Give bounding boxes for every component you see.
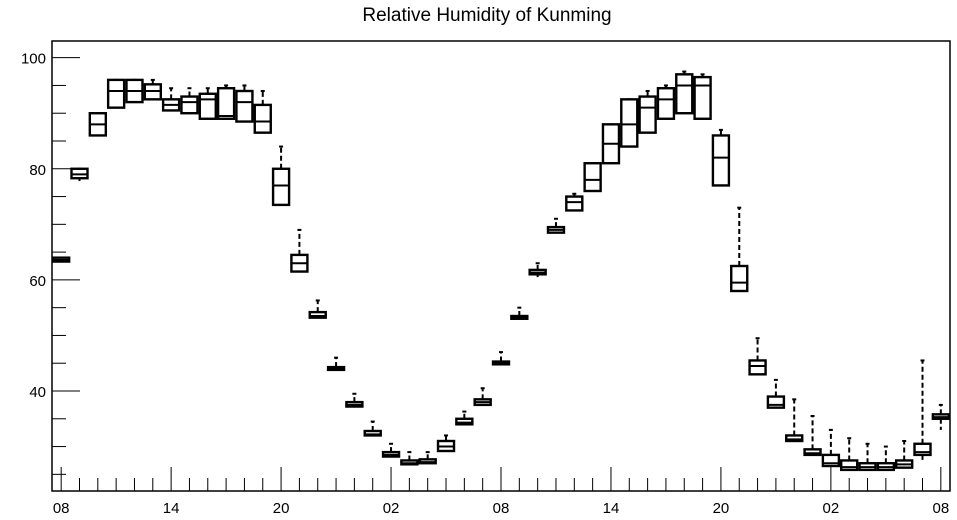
box-body: [180, 95, 199, 115]
box-item: [253, 90, 272, 134]
box-item: [198, 87, 217, 120]
box-item: [858, 442, 877, 472]
box-item: [766, 378, 786, 409]
box-body: [235, 89, 254, 123]
box-item: [931, 403, 951, 430]
box-item: [620, 98, 639, 148]
box-item: [235, 84, 254, 123]
x-tick-label: 08: [932, 500, 949, 517]
box-item: [70, 167, 89, 181]
box-series: [51, 70, 951, 472]
box-body: [583, 162, 602, 193]
axes: 40 60 80 100 08 14 20 02 08 14 20 02 08: [21, 40, 951, 517]
box-body: [363, 429, 382, 437]
y-tick-label: 40: [29, 384, 46, 401]
x-tick-label: 02: [383, 500, 400, 517]
box-body: [656, 87, 676, 120]
box-item: [748, 337, 767, 376]
box-item: [418, 451, 437, 465]
box-body: [675, 73, 694, 115]
x-tick-label: 08: [53, 500, 70, 517]
x-tick-label: 08: [493, 500, 510, 517]
box-body: [106, 78, 126, 109]
x-tick-label: 20: [713, 500, 730, 517]
box-body: [711, 134, 731, 187]
box-body: [308, 310, 327, 319]
box-body: [638, 95, 657, 134]
box-item: [143, 78, 162, 101]
box-item: [785, 398, 804, 443]
box-body: [730, 264, 749, 293]
box-body: [216, 87, 236, 120]
box-item: [308, 299, 327, 319]
box-body: [271, 167, 291, 207]
box-item: [803, 415, 822, 457]
box-item: [51, 256, 71, 263]
chart-title: Relative Humidity of Kunming: [362, 5, 611, 26]
box-item: [290, 228, 309, 273]
y-tick-label: 100: [21, 51, 46, 68]
y-tick-label: 80: [29, 162, 46, 179]
box-item: [363, 420, 382, 437]
box-item: [730, 206, 749, 293]
box-item: [675, 70, 694, 115]
box-item: [565, 192, 584, 212]
box-item: [840, 437, 859, 472]
box-item: [546, 217, 566, 234]
box-item: [711, 128, 731, 187]
box-item: [161, 87, 181, 112]
x-tick-label: 14: [163, 500, 180, 517]
box-body: [748, 359, 767, 376]
x-tick-label: 14: [603, 500, 620, 517]
box-body: [913, 442, 932, 457]
box-item: [400, 451, 419, 466]
box-body: [821, 453, 841, 468]
box-body: [693, 75, 712, 120]
box-item: [345, 392, 364, 408]
box-item: [106, 78, 126, 109]
x-tick-label: 02: [823, 500, 840, 517]
box-item: [601, 123, 621, 165]
box-item: [583, 162, 602, 193]
box-item: [821, 428, 841, 468]
box-item: [913, 359, 932, 461]
box-body: [565, 195, 584, 212]
box-item: [125, 78, 144, 104]
box-item: [271, 145, 291, 207]
y-tick-label: 60: [29, 273, 46, 290]
box-item: [528, 262, 547, 278]
box-body: [840, 459, 859, 472]
box-body: [253, 103, 272, 134]
box-body: [620, 98, 639, 148]
box-item: [216, 84, 236, 120]
box-body: [455, 417, 474, 426]
box-body: [803, 448, 822, 457]
box-item: [876, 445, 896, 472]
box-item: [491, 351, 511, 366]
box-item: [381, 442, 401, 458]
box-item: [88, 112, 108, 137]
box-item: [656, 84, 676, 120]
box-body: [198, 92, 217, 120]
box-item: [510, 306, 529, 320]
box-item: [638, 90, 657, 134]
box-item: [436, 434, 456, 453]
box-item: [473, 387, 492, 407]
box-item: [693, 73, 712, 120]
box-item: [455, 410, 474, 426]
box-item: [180, 87, 199, 115]
x-tick-label: 20: [273, 500, 290, 517]
box-item: [326, 356, 346, 372]
box-item: [894, 440, 914, 469]
box-body: [785, 434, 804, 443]
box-body: [766, 395, 786, 409]
